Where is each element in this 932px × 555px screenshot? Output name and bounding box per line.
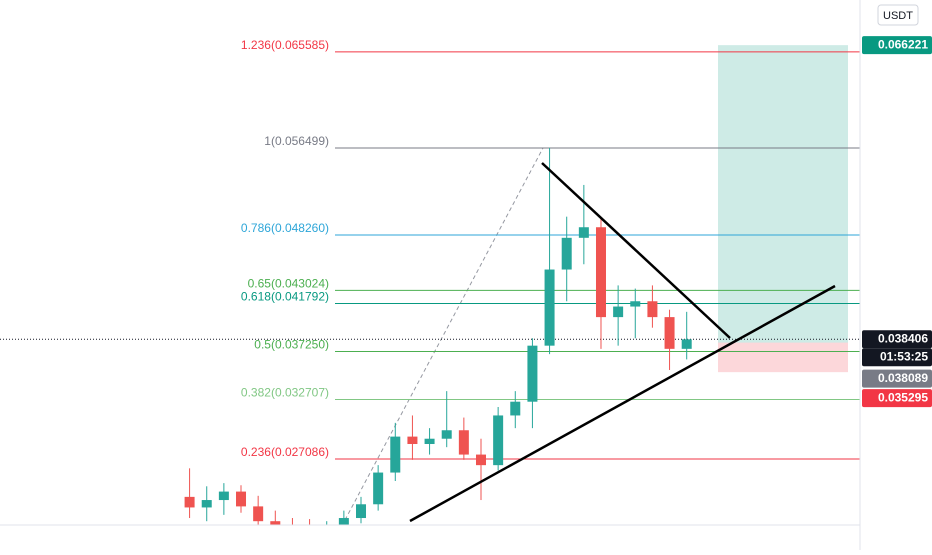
candle-body xyxy=(630,301,641,307)
fib-level-label: 0.65(0.043024) xyxy=(248,277,329,291)
fib-level-label: 0.382(0.032707) xyxy=(241,386,329,400)
target-price-label-bg xyxy=(862,36,932,55)
candle-body xyxy=(510,401,521,416)
fib-level-label: 0.618(0.041792) xyxy=(241,290,329,304)
candle-body xyxy=(184,496,195,508)
entry-price-label: 0.038089 xyxy=(878,371,928,385)
candle-body xyxy=(647,301,658,318)
fib-level-label: 0.786(0.048260) xyxy=(241,221,329,235)
candle-body xyxy=(201,500,212,508)
candle-body xyxy=(338,518,349,525)
fib-level-label: 1(0.056499) xyxy=(264,134,329,148)
candle-body xyxy=(595,227,606,318)
candle-body xyxy=(561,237,572,270)
bar-countdown: 01:53:25 xyxy=(880,349,928,363)
candle-body xyxy=(270,521,281,525)
candle-body xyxy=(613,306,624,318)
candle-body xyxy=(390,436,401,473)
trendline-lower xyxy=(409,284,836,523)
candle-body xyxy=(407,436,418,445)
fib-level-label: 1.236(0.065585) xyxy=(241,38,329,52)
target-price-label: 0.066221 xyxy=(878,37,928,51)
bar-countdown-bg xyxy=(862,348,932,367)
stop-price-label: 0.035295 xyxy=(878,390,928,404)
fib-level-label: 0.236(0.027086) xyxy=(241,445,329,459)
candle-body xyxy=(681,339,692,349)
candle-body xyxy=(441,430,452,439)
currency-label: USDT xyxy=(883,10,913,22)
candle-body xyxy=(287,525,297,529)
last-price-label-bg xyxy=(862,330,932,349)
candle-body xyxy=(458,430,469,455)
position-profit xyxy=(718,45,848,343)
candle-body xyxy=(544,269,555,346)
last-price-label: 0.038406 xyxy=(878,331,928,345)
stop-price-label-bg xyxy=(862,389,932,408)
candle-body xyxy=(373,472,384,505)
candle-body xyxy=(322,528,332,532)
candle-body xyxy=(236,491,247,507)
candle-body xyxy=(578,227,589,238)
candle-body xyxy=(218,491,229,501)
candle-body xyxy=(527,345,538,402)
fib-trend-line xyxy=(344,147,544,521)
trendline-upper xyxy=(541,162,731,339)
candle-body xyxy=(475,454,486,466)
currency-badge[interactable] xyxy=(877,4,919,26)
candle-body xyxy=(253,506,264,522)
candle-body xyxy=(305,530,315,532)
candle-body xyxy=(493,415,504,466)
fib-level-label: 0.5(0.037250) xyxy=(254,338,329,352)
candle-body xyxy=(356,504,367,519)
candle-body xyxy=(664,317,675,349)
position-loss xyxy=(718,342,848,373)
candle-body xyxy=(424,438,435,445)
entry-price-label-bg xyxy=(862,369,932,388)
